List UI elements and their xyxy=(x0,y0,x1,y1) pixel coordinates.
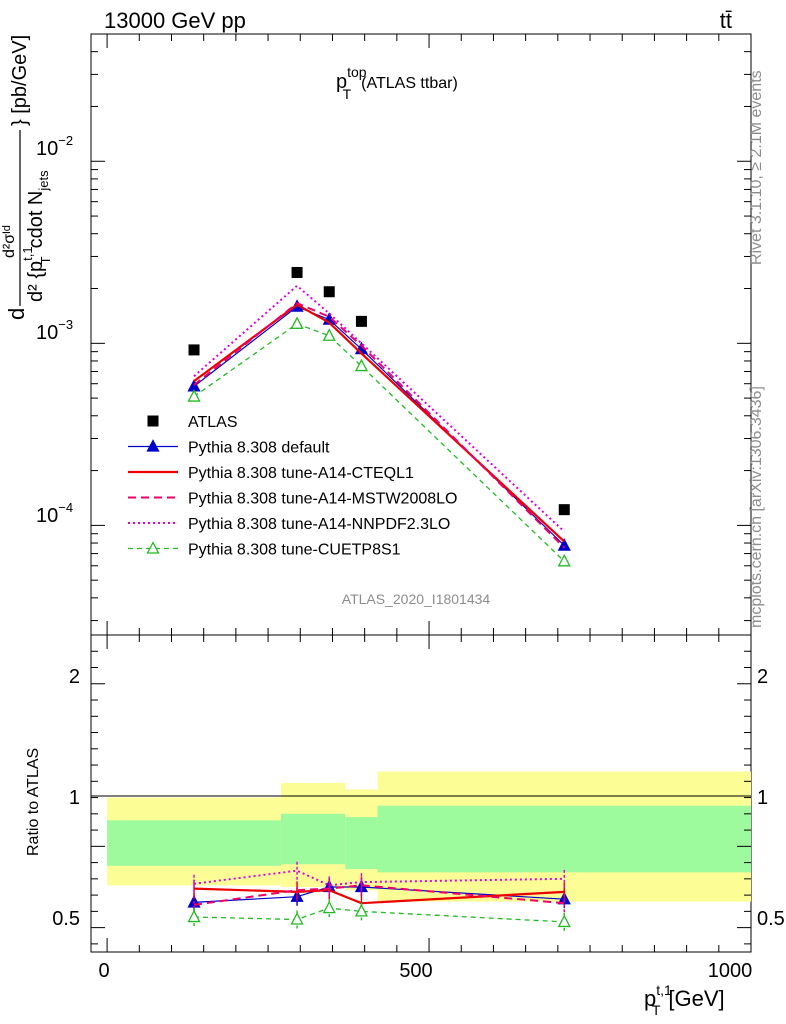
legend-label: Pythia 8.308 tune-A14-MSTW2008LO xyxy=(188,491,457,508)
legend: ATLAS Pythia 8.308 default Pythia 8.308 tu… xyxy=(128,414,457,559)
mcplots-label: mcplots.cern.ch [arXiv:1306.3436] xyxy=(748,386,765,628)
main-point-pythia-8-308-tune-cuetp8s1 xyxy=(187,389,201,402)
main-series-group xyxy=(187,266,571,567)
ratio-y-tick-1-right: 1 xyxy=(757,787,768,809)
y-label-den-sub2: jets xyxy=(36,170,51,192)
legend-marker xyxy=(147,415,159,427)
legend-item-pythia-8-308-default: Pythia 8.308 default xyxy=(128,439,330,457)
legend-item-pythia-8-308-tune-a14-mstw2008lo: Pythia 8.308 tune-A14-MSTW2008LO xyxy=(128,491,457,508)
ratio-line-pythia-8-308-tune-cuetp8s1 xyxy=(193,907,565,923)
header-right-label: tt̄ xyxy=(720,8,732,33)
legend-item-pythia-8-308-tune-a14-cteql1: Pythia 8.308 tune-A14-CTEQL1 xyxy=(128,465,414,482)
legend-marker xyxy=(146,541,160,554)
y-label-den-main: d² {p xyxy=(25,261,47,302)
ratio-series-pythia-8-308-tune-cuetp8s1 xyxy=(187,899,571,931)
y-tick-label-1e-2: 10−2 xyxy=(36,133,73,160)
axis-ticks xyxy=(91,33,752,952)
title-p: p xyxy=(336,71,347,93)
legend-label: Pythia 8.308 tune-A14-NNPDF2.3LO xyxy=(188,516,450,533)
y-label-numerator: d²σᴵᵈ xyxy=(1,225,18,258)
main-point-pythia-8-308-tune-cuetp8s1 xyxy=(557,553,571,567)
ratio-band-green xyxy=(377,805,751,873)
main-point-atlas xyxy=(291,266,303,278)
main-line-pythia-8-308-tune-a14-nnpdf2-3lo xyxy=(193,284,565,533)
x-label-sup: t,1 xyxy=(656,982,672,998)
ratio-series-pythia-8-308-tune-a14-nnpdf2-3lo xyxy=(193,861,565,895)
title-rest: (ATLAS ttbar) xyxy=(361,75,458,92)
ratio-uncertainty-bands xyxy=(107,771,751,902)
ratio-point-pythia-8-308-tune-cuetp8s1 xyxy=(354,903,369,917)
ratio-y-tick-2: 2 xyxy=(69,666,80,688)
legend-label: Pythia 8.308 tune-A14-CTEQL1 xyxy=(188,465,414,482)
rivet-version-label: Rivet 3.1.10, ≥ 2.1M events xyxy=(748,70,765,265)
ratio-y-tick-2-right: 2 xyxy=(757,666,768,688)
title-superscript: top xyxy=(347,64,367,80)
y-label-d: d xyxy=(4,308,29,320)
x-label-p: p xyxy=(644,986,656,1011)
ratio-point-pythia-8-308-tune-cuetp8s1 xyxy=(322,900,336,914)
legend-item-pythia-8-308-tune-a14-nnpdf2-3lo: Pythia 8.308 tune-A14-NNPDF2.3LO xyxy=(128,516,450,533)
main-line-pythia-8-308-tune-a14-mstw2008lo xyxy=(193,302,566,549)
legend-item-atlas: ATLAS xyxy=(147,414,238,431)
ratio-series-group xyxy=(187,861,571,931)
main-line-pythia-8-308-tune-a14-cteql1 xyxy=(193,303,566,543)
legend-item-pythia-8-308-tune-cuetp8s1: Pythia 8.308 tune-CUETP8S1 xyxy=(128,541,401,559)
main-series-pythia-8-308-tune-a14-cteql1 xyxy=(193,303,566,543)
x-label-sub: T xyxy=(652,1002,661,1018)
y-label-tail: } [pb/GeV] xyxy=(9,35,31,126)
legend-label: ATLAS xyxy=(188,414,238,431)
ratio-y-tick-0.5-right: 0.5 xyxy=(757,908,785,930)
analysis-label: ATLAS_2020_I1801434 xyxy=(342,591,491,607)
y-label-den-sup: t,1 xyxy=(20,246,35,260)
main-point-atlas xyxy=(188,344,200,356)
x-axis-label: pt,1 T [GeV] xyxy=(644,982,725,1018)
y-label-den-sub: T xyxy=(38,256,53,264)
y-label-den-rest: cdot N xyxy=(25,191,47,249)
ratio-point-pythia-8-308-tune-cuetp8s1 xyxy=(557,914,571,928)
main-y-tick-labels: 10−4 10−3 10−2 xyxy=(36,133,73,527)
ratio-band-green xyxy=(280,813,346,865)
x-label-rest: [GeV] xyxy=(668,986,724,1011)
main-point-pythia-8-308-default xyxy=(557,538,571,551)
x-tick-label-500: 500 xyxy=(399,960,432,982)
main-point-pythia-8-308-tune-cuetp8s1 xyxy=(290,316,304,329)
legend-label: Pythia 8.308 tune-CUETP8S1 xyxy=(188,542,401,559)
legend-marker xyxy=(146,439,160,452)
x-tick-label-1000: 1000 xyxy=(708,960,753,982)
ratio-point-pythia-8-308-tune-cuetp8s1 xyxy=(187,909,201,923)
y-tick-label-1e-3: 10−3 xyxy=(36,317,73,344)
ratio-y-tick-0.5: 0.5 xyxy=(52,908,80,930)
x-tick-label-0: 0 xyxy=(98,960,109,982)
ratio-y-tick-1: 1 xyxy=(69,787,80,809)
ratio-point-pythia-8-308-tune-cuetp8s1 xyxy=(290,912,304,925)
ratio-band-green xyxy=(107,820,281,866)
main-series-pythia-8-308-tune-a14-nnpdf2-3lo xyxy=(193,284,565,533)
main-title: ptop T (ATLAS ttbar) xyxy=(336,64,458,102)
ratio-band-green xyxy=(345,817,378,870)
main-point-pythia-8-308-tune-cuetp8s1 xyxy=(354,358,369,372)
main-point-atlas xyxy=(323,286,335,298)
main-point-atlas xyxy=(355,315,367,327)
main-point-atlas xyxy=(558,504,570,516)
ratio-y-axis-label: Ratio to ATLAS xyxy=(25,748,42,856)
title-subscript: T xyxy=(343,86,352,102)
legend-label: Pythia 8.308 default xyxy=(188,440,330,457)
main-line-pythia-8-308-default xyxy=(193,306,565,546)
y-tick-label-1e-4: 10−4 xyxy=(36,500,73,527)
y-label-denominator: d² {pt,1 Tcdot Njets xyxy=(20,170,53,302)
main-series-pythia-8-308-tune-a14-mstw2008lo xyxy=(193,302,566,549)
main-series-atlas xyxy=(188,266,570,516)
main-line-pythia-8-308-tune-cuetp8s1 xyxy=(193,323,565,562)
main-series-pythia-8-308-tune-cuetp8s1 xyxy=(187,316,571,567)
header-left-label: 13000 GeV pp xyxy=(104,8,246,33)
main-series-pythia-8-308-default xyxy=(187,299,571,551)
main-point-pythia-8-308-tune-cuetp8s1 xyxy=(322,328,336,341)
main-y-axis-label: d d²σᴵᵈ d² {pt,1 Tcdot Njets } [pb/GeV] xyxy=(1,35,53,320)
